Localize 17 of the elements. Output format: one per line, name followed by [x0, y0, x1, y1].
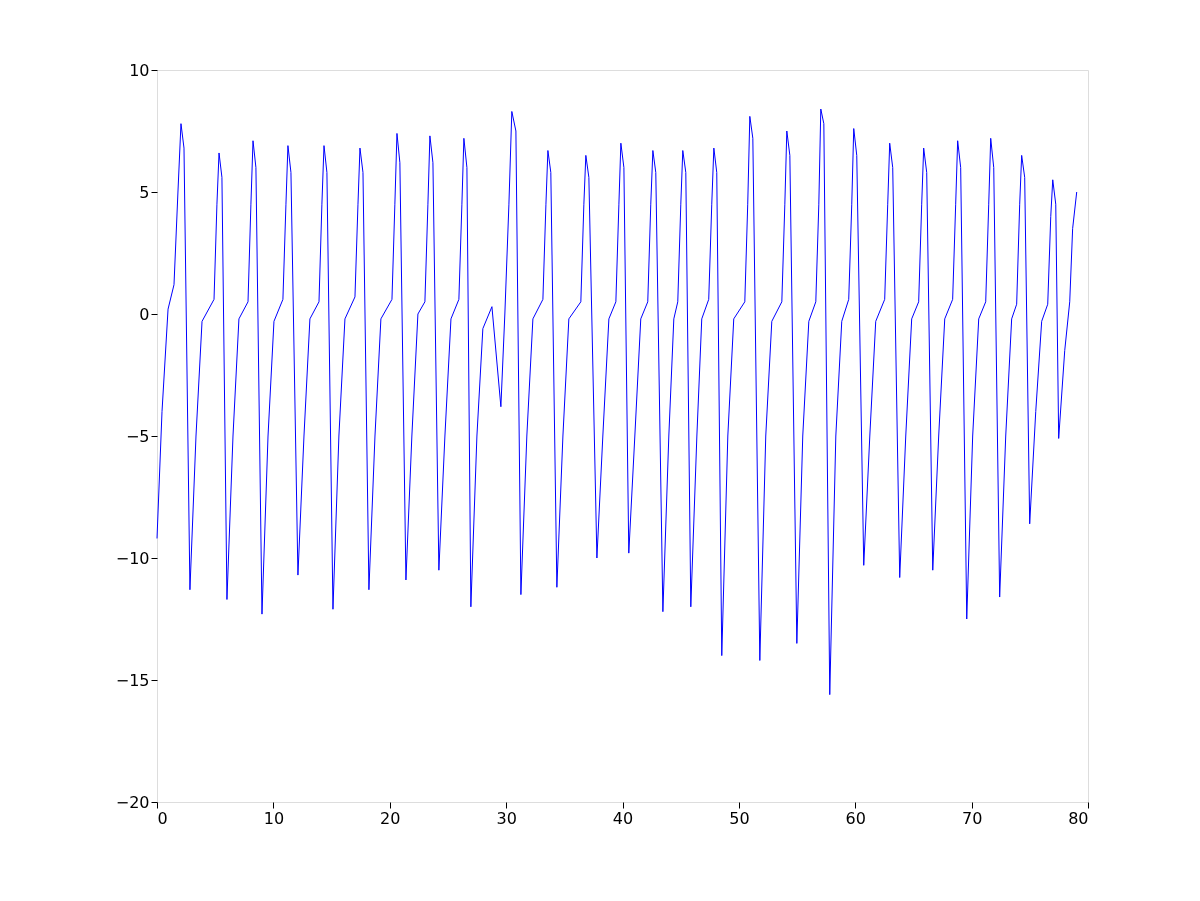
- x-tick-label: 40: [612, 808, 634, 828]
- x-tick-label: 60: [845, 808, 866, 828]
- y-tick-label: −20: [115, 792, 150, 812]
- y-tick-label: 10: [129, 60, 150, 80]
- line-series: [156, 108, 1078, 696]
- y-tick-label: 5: [139, 182, 150, 202]
- x-tick-label: 20: [380, 808, 401, 828]
- y-tick-label: −15: [115, 670, 150, 690]
- x-tick-label: 30: [496, 808, 517, 828]
- x-tick-label: 70: [961, 808, 983, 828]
- y-tick-label: −10: [115, 548, 150, 568]
- x-tick-label: 50: [729, 808, 750, 828]
- x-tick-label: 80: [1068, 808, 1089, 828]
- x-tick-label: 0: [157, 808, 168, 828]
- y-tick-label: −5: [125, 426, 150, 446]
- y-tick-label: 0: [139, 304, 150, 324]
- x-tick-label: 10: [263, 808, 285, 828]
